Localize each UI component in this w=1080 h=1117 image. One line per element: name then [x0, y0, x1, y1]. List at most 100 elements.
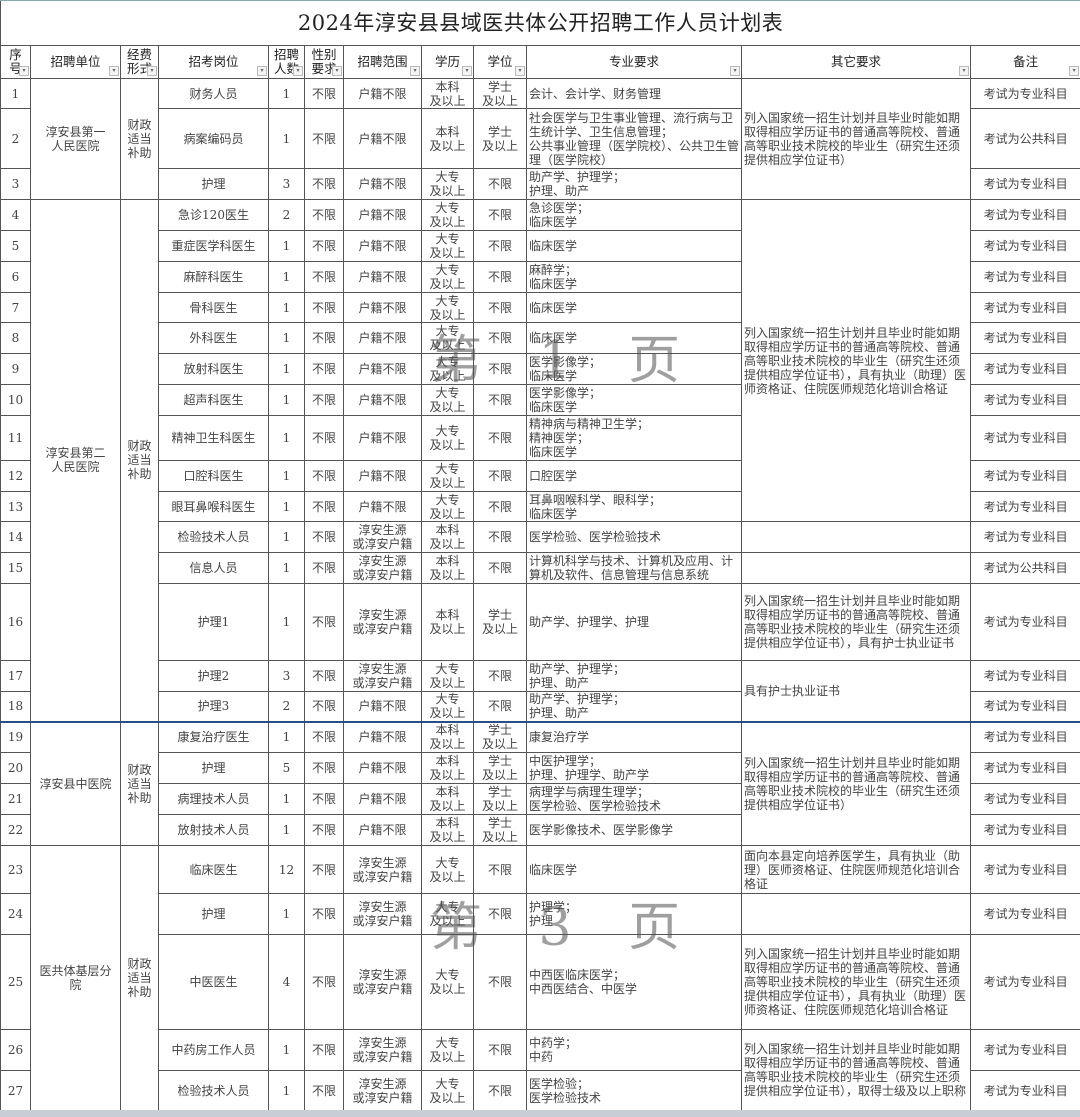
recruitment-scope: 户籍不限: [343, 783, 422, 815]
table-row: 15 信息人员 1 不限 淳安生源 或淳安户籍 本科 及以上 不限 计算机科学与技术、计算机及…: [0, 552, 1080, 584]
remark: 考试为专业科目: [969, 292, 1080, 323]
recruitment-scope: 户籍不限: [343, 353, 422, 385]
filter-dropdown-icon[interactable]: ▾: [515, 66, 525, 76]
headcount: 12: [268, 845, 305, 894]
header-col-funding: 经费 形式 ▾: [120, 45, 159, 79]
degree: 不限: [473, 491, 527, 522]
post-name: 病理技术人员: [158, 783, 269, 815]
headcount: 1: [268, 1070, 305, 1111]
table-row: 2 病案编码员 1 不限 户籍不限 本科 及以上 学士 及以上 社会医学与卫生事业管理、流行病…: [0, 108, 1080, 169]
headcount: 1: [268, 78, 305, 109]
recruitment-scope: 淳安生源 或淳安户籍: [343, 1070, 422, 1111]
other-requirement: 列入国家统一招生计划并且毕业时能如期取得相应学历证书的普通高等院校、普通高等职业…: [741, 583, 971, 661]
gender-requirement: 不限: [304, 893, 344, 935]
recruitment-scope: 户籍不限: [343, 814, 422, 846]
filter-dropdown-icon[interactable]: ▾: [462, 66, 472, 76]
other-requirement: 具有护士执业证书: [741, 660, 971, 722]
post-name: 护理2: [158, 660, 269, 692]
remark: 考试为专业科目: [969, 893, 1080, 935]
major-requirement: 口腔医学: [526, 460, 742, 492]
headcount: 1: [268, 491, 305, 522]
remark: 考试为专业科目: [969, 168, 1080, 200]
headcount: 1: [268, 720, 305, 753]
degree: 不限: [473, 521, 527, 553]
degree: 不限: [473, 353, 527, 385]
gender-requirement: 不限: [304, 78, 344, 109]
table-row: 27 检验技术人员 1 不限 淳安生源 或淳安户籍 大专 及以上 不限 医学检验； 医学检验技…: [0, 1070, 1080, 1111]
post-name: 精神卫生科医生: [158, 415, 269, 461]
remark: 考试为公共科目: [969, 552, 1080, 584]
major-requirement: 助产学、护理学； 护理、助产: [526, 660, 742, 692]
gender-requirement: 不限: [304, 415, 344, 461]
major-requirement: 医学影像学； 临床医学: [526, 384, 742, 416]
gender-requirement: 不限: [304, 752, 344, 784]
major-requirement: 医学检验、医学检验技术: [526, 521, 742, 553]
filter-dropdown-icon[interactable]: ▾: [959, 66, 969, 76]
education: 大专 及以上: [421, 491, 474, 522]
header-label: 招考岗位: [188, 54, 239, 69]
post-name: 护理: [158, 168, 269, 200]
recruitment-scope: 户籍不限: [343, 108, 422, 169]
remark: 考试为专业科目: [969, 583, 1080, 661]
filter-dropdown-icon[interactable]: ▾: [1069, 66, 1080, 76]
filter-dropdown-icon[interactable]: ▾: [293, 66, 303, 76]
gender-requirement: 不限: [304, 353, 344, 385]
post-name: 康复治疗医生: [158, 720, 269, 753]
major-requirement: 医学影像学； 临床医学: [526, 353, 742, 385]
gender-requirement: 不限: [304, 491, 344, 522]
filter-dropdown-icon[interactable]: ▾: [332, 66, 342, 76]
headcount: 1: [268, 261, 305, 293]
remark: 考试为专业科目: [969, 460, 1080, 492]
headcount: 3: [268, 660, 305, 692]
gender-requirement: 不限: [304, 230, 344, 262]
post-name: 信息人员: [158, 552, 269, 584]
headcount: 1: [268, 460, 305, 492]
recruitment-scope: 淳安生源 或淳安户籍: [343, 660, 422, 692]
education: 本科 及以上: [421, 720, 474, 753]
recruitment-scope: 户籍不限: [343, 384, 422, 416]
degree: 不限: [473, 168, 527, 200]
post-name: 中药房工作人员: [158, 1029, 269, 1071]
education: 本科 及以上: [421, 521, 474, 553]
major-requirement: 临床医学: [526, 292, 742, 323]
table-row: 17 护理2 3 不限 淳安生源 或淳安户籍 大专 及以上 不限 助产学、护理学； 护理、助产…: [0, 660, 1080, 722]
table-title: 2024年淳安县县域医共体公开招聘工作人员计划表: [0, 0, 1080, 46]
filter-dropdown-icon[interactable]: ▾: [410, 66, 420, 76]
gender-requirement: 不限: [304, 845, 344, 894]
major-requirement: 临床医学: [526, 322, 742, 354]
table-row: 7 骨科医生 1 不限 户籍不限 大专 及以上 不限 临床医学 考试为专业科目: [0, 292, 1080, 323]
gender-requirement: 不限: [304, 1029, 344, 1071]
remark: 考试为专业科目: [969, 491, 1080, 522]
gender-requirement: 不限: [304, 814, 344, 846]
filter-dropdown-icon[interactable]: ▾: [19, 66, 29, 76]
bottom-scrollbar[interactable]: [0, 1110, 1080, 1117]
table-row: 3 护理 3 不限 户籍不限 大专 及以上 不限 助产学、护理学； 护理、助产 考试为专业科目: [0, 168, 1080, 200]
table-row: 21 病理技术人员 1 不限 户籍不限 本科 及以上 学士 及以上 病理学与病理生理学； 医学…: [0, 783, 1080, 815]
table-row: 19 淳安县中医院 财政 适当 补助 康复治疗医生 1 不限 户籍不限 本科 及以上 学士 及以…: [0, 720, 1080, 846]
remark: 考试为公共科目: [969, 108, 1080, 169]
major-requirement: 医学检验； 医学检验技术: [526, 1070, 742, 1111]
education: 本科 及以上: [421, 583, 474, 661]
headcount: 5: [268, 752, 305, 784]
row-number: 5: [0, 230, 31, 262]
major-requirement: 急诊医学； 临床医学: [526, 199, 742, 231]
header-label: 学历: [434, 54, 460, 69]
major-requirement: 麻醉学； 临床医学: [526, 261, 742, 293]
degree: 学士 及以上: [473, 752, 527, 784]
filter-dropdown-icon[interactable]: ▾: [730, 66, 740, 76]
row-number: 27: [0, 1070, 31, 1111]
headcount: 1: [268, 230, 305, 262]
header-label: 招聘 人数: [273, 47, 299, 76]
remark: 考试为专业科目: [969, 814, 1080, 846]
row-number: 9: [0, 353, 31, 385]
filter-dropdown-icon[interactable]: ▾: [257, 66, 267, 76]
remark: 考试为专业科目: [969, 521, 1080, 553]
remark: 考试为专业科目: [969, 78, 1080, 109]
education: 本科 及以上: [421, 78, 474, 109]
degree: 不限: [473, 691, 527, 722]
remark: 考试为专业科目: [969, 720, 1080, 753]
degree: 学士 及以上: [473, 583, 527, 661]
filter-dropdown-icon[interactable]: ▾: [147, 66, 157, 76]
filter-dropdown-icon[interactable]: ▾: [109, 66, 119, 76]
major-requirement: 计算机科学与技术、计算机及应用、计算机及软件、信息管理与信息系统: [526, 552, 742, 584]
